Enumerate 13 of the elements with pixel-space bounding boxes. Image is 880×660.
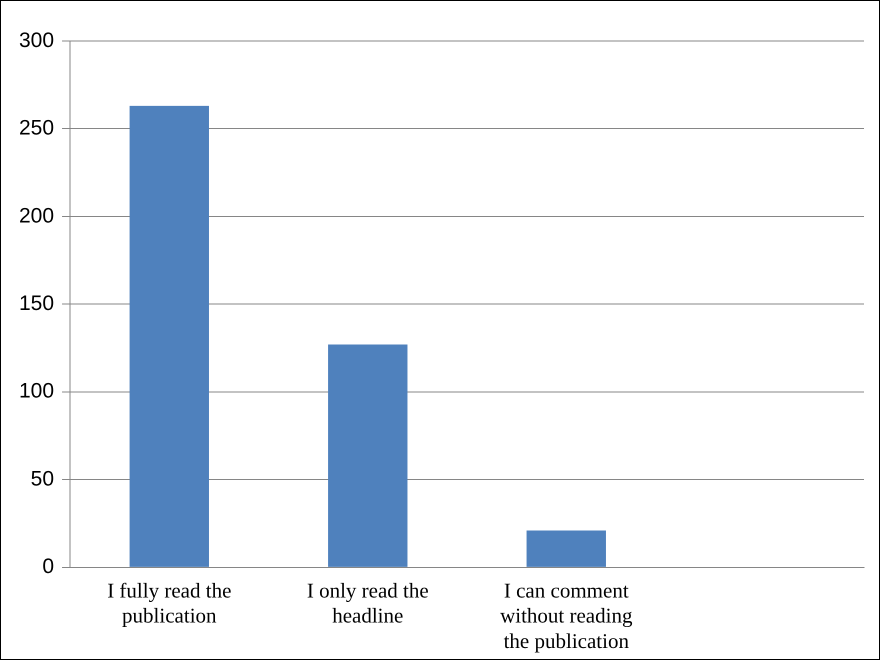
- bar: [328, 344, 408, 567]
- x-tick-label: I fully read the publication: [107, 578, 232, 628]
- y-tick-label: 50: [30, 467, 54, 490]
- y-tick-label: 200: [18, 204, 54, 228]
- y-tick-label: 300: [18, 28, 54, 52]
- y-tick-label: 150: [18, 292, 54, 315]
- y-tick-label: 0: [42, 555, 54, 578]
- y-tick-label: 100: [18, 380, 54, 403]
- x-tick-label: I only read the headline: [306, 578, 429, 628]
- bar: [526, 530, 606, 567]
- x-tick-label: I can comment without reading the publication: [500, 578, 633, 653]
- bar: [130, 106, 209, 567]
- y-tick-label: 250: [18, 116, 54, 140]
